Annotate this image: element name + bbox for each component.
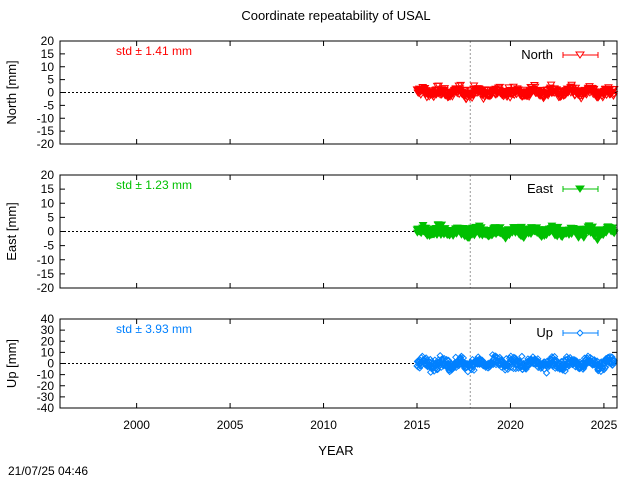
x-tick-label: 2025	[591, 418, 618, 432]
y-tick-label: 0	[47, 86, 54, 100]
data-point	[565, 362, 573, 370]
std-label: std ± 1.41 mm	[116, 44, 192, 58]
std-label: std ± 1.23 mm	[116, 178, 192, 192]
data-point	[601, 363, 610, 371]
x-tick-label: 2010	[310, 418, 337, 432]
legend-label: North	[521, 47, 553, 62]
y-tick-label: 20	[41, 34, 55, 48]
x-axis-label: YEAR	[318, 443, 353, 458]
legend-label: Up	[536, 325, 553, 340]
y-tick-label: -20	[37, 281, 55, 295]
chart-title: Coordinate repeatability of USAL	[241, 8, 430, 23]
legend: North	[521, 47, 599, 62]
data-point	[422, 354, 430, 362]
legend-marker	[575, 185, 585, 193]
data-point	[430, 367, 438, 375]
std-label: std ± 3.93 mm	[116, 322, 192, 336]
data-point	[546, 355, 554, 363]
data-point	[437, 221, 447, 229]
legend-marker	[576, 329, 584, 337]
data-point	[518, 352, 526, 361]
y-tick-label: 0	[47, 357, 54, 371]
y-axis-label: East [mm]	[4, 202, 19, 261]
plot-frame	[59, 318, 618, 409]
y-tick-label: 0	[47, 225, 54, 239]
legend-label: East	[527, 181, 553, 196]
y-tick-label: 10	[41, 60, 55, 74]
plot-frame	[59, 174, 618, 289]
series-north	[412, 81, 619, 104]
y-tick-label: -10	[37, 111, 55, 125]
data-point	[459, 354, 468, 362]
data-point	[610, 357, 618, 365]
y-tick-label: 20	[41, 168, 55, 182]
data-point	[542, 369, 551, 377]
timestamp: 21/07/25 04:46	[8, 464, 88, 478]
data-point	[467, 95, 477, 103]
data-point	[470, 366, 478, 374]
data-point	[579, 234, 589, 242]
plot-frame	[59, 40, 618, 145]
data-point	[440, 85, 450, 93]
y-tick-label: -40	[37, 401, 55, 415]
y-tick-label: -15	[37, 267, 55, 281]
data-point	[495, 83, 505, 91]
y-axis-label: Up [mm]	[4, 339, 19, 388]
y-tick-label: 20	[41, 334, 55, 348]
x-tick-label: 2015	[404, 418, 431, 432]
y-tick-label: -10	[37, 253, 55, 267]
y-tick-label: -20	[37, 137, 55, 151]
data-point	[608, 224, 618, 232]
y-tick-label: 5	[47, 73, 54, 87]
y-tick-label: -30	[37, 390, 55, 404]
data-point	[609, 86, 619, 93]
x-tick-label: 2005	[217, 418, 244, 432]
data-point	[600, 365, 608, 374]
x-axis: 2000 2005 2010 2015 2020 2025	[123, 418, 617, 432]
x-tick-label: 2020	[497, 418, 524, 432]
data-point	[609, 230, 619, 238]
data-point	[534, 355, 542, 363]
legend: Up	[536, 325, 599, 340]
y-tick-label: -15	[37, 124, 55, 138]
y-tick-label: 5	[47, 210, 54, 224]
y-tick-label: 15	[41, 47, 55, 61]
data-point	[456, 81, 466, 89]
series-up	[413, 351, 618, 377]
y-tick-label: -5	[43, 239, 54, 253]
y-tick-label: 15	[41, 182, 55, 196]
y-tick-label: 10	[41, 345, 55, 359]
data-point	[524, 93, 534, 101]
y-tick-label: -20	[37, 379, 55, 393]
legend-marker	[575, 51, 585, 59]
y-tick-label: 40	[41, 312, 55, 326]
data-point	[553, 223, 563, 231]
data-point	[562, 85, 572, 93]
x-tick-label: 2000	[123, 418, 150, 432]
data-point	[546, 81, 556, 89]
y-tick-label: -5	[43, 98, 54, 112]
legend: East	[527, 181, 599, 196]
data-point	[609, 93, 618, 100]
data-point	[415, 364, 424, 372]
y-tick-label: 30	[41, 323, 55, 337]
y-axis-label: North [mm]	[4, 60, 19, 124]
y-tick-label: -10	[37, 368, 55, 382]
series-east	[412, 221, 619, 245]
data-point	[434, 82, 444, 90]
y-tick-label: 10	[41, 196, 55, 210]
